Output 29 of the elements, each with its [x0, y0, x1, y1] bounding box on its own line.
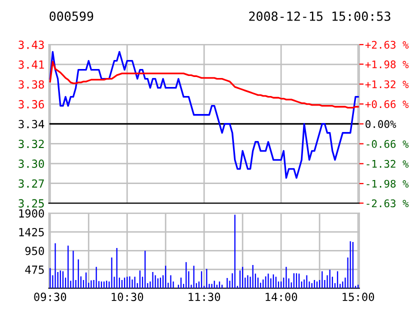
- y2-tick-label: -1.98 %: [366, 180, 409, 188]
- y-tick-label: 475: [25, 266, 44, 274]
- y-tick-label: 1425: [19, 228, 44, 236]
- y2-tick-label: 0.00%: [366, 120, 396, 128]
- y2-tick-label: +1.98 %: [365, 60, 409, 68]
- x-tick-label: 11:30: [188, 292, 220, 302]
- chart-title: 000599: [50, 11, 94, 21]
- y2-tick-label: -0.66 %: [366, 140, 409, 148]
- y-tick-label: 950: [25, 246, 44, 256]
- x-tick-label: 10:30: [112, 292, 144, 302]
- x-tick-label: 15:00: [342, 292, 374, 302]
- x-tick-label: 09:30: [34, 292, 66, 302]
- y-tick-label: 3.25: [18, 199, 44, 208]
- y-tick-label: 3.27: [18, 179, 44, 188]
- chart-subtitle: 2008-12-15 15:00:53: [249, 11, 390, 21]
- y-tick-label: 3.30: [18, 160, 44, 168]
- y-tick-label: 3.36: [18, 100, 44, 108]
- y-tick-label: 3.32: [18, 140, 44, 148]
- y2-tick-label: -1.32 %: [366, 160, 409, 168]
- y-tick-label: 1900: [19, 209, 44, 218]
- y-tick-label: 3.34: [18, 120, 44, 128]
- y-tick-label: 3.43: [18, 40, 44, 49]
- x-tick-label: 14:00: [266, 292, 298, 302]
- y2-tick-label: +2.63 %: [365, 40, 409, 49]
- y2-tick-label: -2.63 %: [366, 199, 409, 208]
- y2-tick-label: +1.32 %: [365, 80, 409, 88]
- y-tick-label: 3.41: [18, 60, 44, 69]
- y-tick-label: 3.38: [18, 80, 44, 89]
- y2-tick-label: +0.66 %: [365, 100, 409, 108]
